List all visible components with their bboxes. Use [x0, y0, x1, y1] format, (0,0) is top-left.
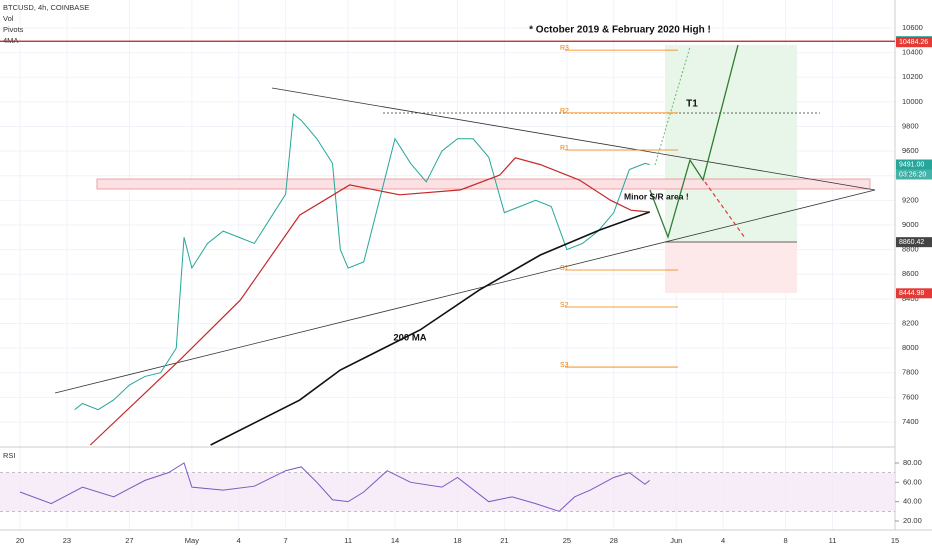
target-zone: [665, 45, 797, 242]
rsi-band: [0, 472, 895, 512]
y-tick-label: 7800: [902, 368, 919, 377]
x-tick-label: May: [185, 536, 199, 545]
price-tag-label: 10484.26: [899, 39, 928, 46]
price-tag: [896, 288, 932, 299]
countdown-tag: [896, 169, 932, 180]
price-tag-label: 9491.00: [899, 161, 924, 168]
series-line: [210, 211, 650, 446]
y-tick-label: 10600: [902, 23, 923, 32]
rsi-tick-label: 20.00: [903, 516, 922, 525]
y-tick-label: 8600: [902, 269, 919, 278]
stop-zone: [665, 242, 797, 293]
y-tick-label: 9600: [902, 146, 919, 155]
x-tick-label: 23: [63, 536, 71, 545]
y-tick-label: 9200: [902, 195, 919, 204]
x-tick-label: 20: [16, 536, 24, 545]
x-tick-label: 21: [500, 536, 508, 545]
y-tick-label: 9000: [902, 220, 919, 229]
indicator: Pivots: [3, 25, 24, 34]
pivot-label: R2: [560, 108, 569, 115]
y-tick-label: 10400: [902, 48, 923, 57]
annotation: * October 2019 & February 2020 High !: [529, 25, 711, 36]
rsi-tick-label: 60.00: [903, 477, 922, 486]
y-tick-label: 8000: [902, 343, 919, 352]
projection-path: [649, 44, 739, 240]
y-tick-label: 8200: [902, 318, 919, 327]
x-tick-label: 11: [829, 536, 837, 545]
x-tick-label: 14: [391, 536, 399, 545]
x-tick-label: 8: [784, 536, 788, 545]
pivot-label: S1: [560, 265, 569, 272]
series-line: [89, 157, 650, 446]
projection-dotted: [654, 46, 691, 166]
y-tick-label: 7600: [902, 392, 919, 401]
x-tick-label: 15: [891, 536, 899, 545]
y-tick-label: 8400: [902, 294, 919, 303]
indicator: Vol: [3, 14, 14, 23]
price-tag-label: 8444.98: [899, 290, 924, 297]
x-tick-label: 7: [284, 536, 288, 545]
countdown: 03:26:20: [899, 171, 926, 178]
pivot-label: R1: [560, 145, 569, 152]
rsi-title: RSI: [3, 451, 16, 460]
x-tick-label: 11: [344, 536, 352, 545]
symbol: BTCUSD, 4h, COINBASE: [3, 3, 89, 12]
x-tick-label: 4: [237, 536, 241, 545]
y-tick-label: 9800: [902, 121, 919, 130]
x-tick-label: 25: [563, 536, 571, 545]
x-tick-label: 18: [453, 536, 461, 545]
rsi-tick-label: 80.00: [903, 458, 922, 467]
x-tick-label: 4: [721, 536, 725, 545]
annotation: T1: [686, 99, 698, 110]
pivot-label: S2: [560, 302, 569, 309]
annotation: 200 MA: [393, 333, 426, 344]
rsi-tick-label: 40.00: [903, 497, 922, 506]
x-tick-label: Jun: [670, 536, 682, 545]
price-tag: [896, 159, 932, 170]
x-tick-label: 28: [610, 536, 618, 545]
y-tick-label: 7400: [902, 417, 919, 426]
price-tag: [896, 37, 932, 48]
x-tick-label: 27: [125, 536, 133, 545]
series-line: [74, 113, 650, 411]
price-tag-label: 8860.42: [899, 239, 924, 246]
annotation: Minor S/R area !: [624, 191, 689, 201]
price-tag: [896, 237, 932, 248]
pivot-label: S3: [560, 362, 569, 369]
pivot-label: R3: [560, 45, 569, 52]
sr-band: [96, 178, 871, 190]
y-tick-label: 10000: [902, 97, 923, 106]
y-tick-label: 8800: [902, 245, 919, 254]
trendline-lower: [54, 189, 876, 394]
bear-arrow: [704, 181, 746, 239]
series-line: [19, 462, 651, 512]
indicator: 4MA: [3, 36, 18, 45]
trendline-upper: [271, 87, 876, 191]
y-tick-label: 10200: [902, 72, 923, 81]
